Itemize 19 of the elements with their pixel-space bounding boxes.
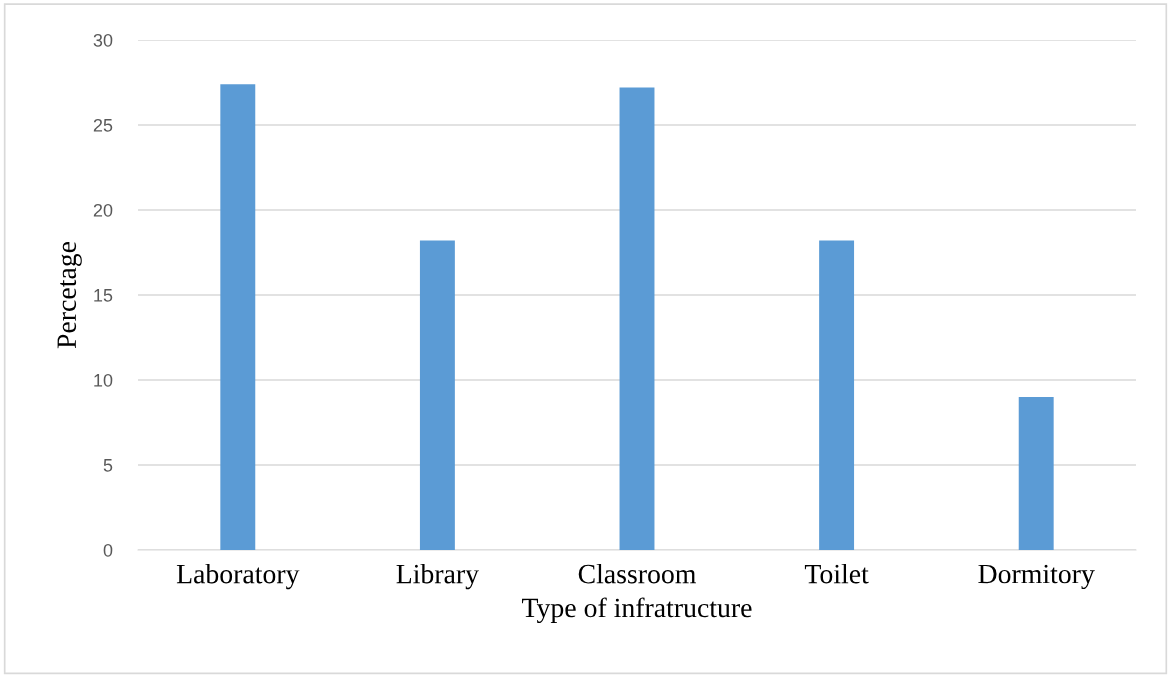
bar: [619, 87, 655, 550]
bar: [1018, 397, 1054, 550]
y-tick-label: 5: [103, 459, 113, 472]
y-tick-label: 30: [93, 33, 113, 47]
y-tick-label: 20: [93, 203, 113, 217]
x-tick-label: Dormitory: [978, 564, 1095, 590]
y-tick-label: 0: [103, 543, 113, 557]
y-tick-label: 15: [94, 289, 113, 302]
x-tick-label: Library: [396, 563, 479, 590]
x-axis-title: Type of infratructure: [522, 597, 752, 624]
bar: [220, 84, 256, 550]
bar: [819, 240, 855, 550]
x-tick-label: Classroom: [578, 563, 696, 584]
y-axis-title: Percetage: [57, 241, 82, 349]
y-tick-label: 25: [93, 118, 113, 132]
x-tick-label: Laboratory: [176, 563, 300, 590]
bar: [419, 240, 455, 550]
y-tick-label: 10: [94, 373, 113, 387]
x-tick-label: Toilet: [804, 563, 869, 584]
